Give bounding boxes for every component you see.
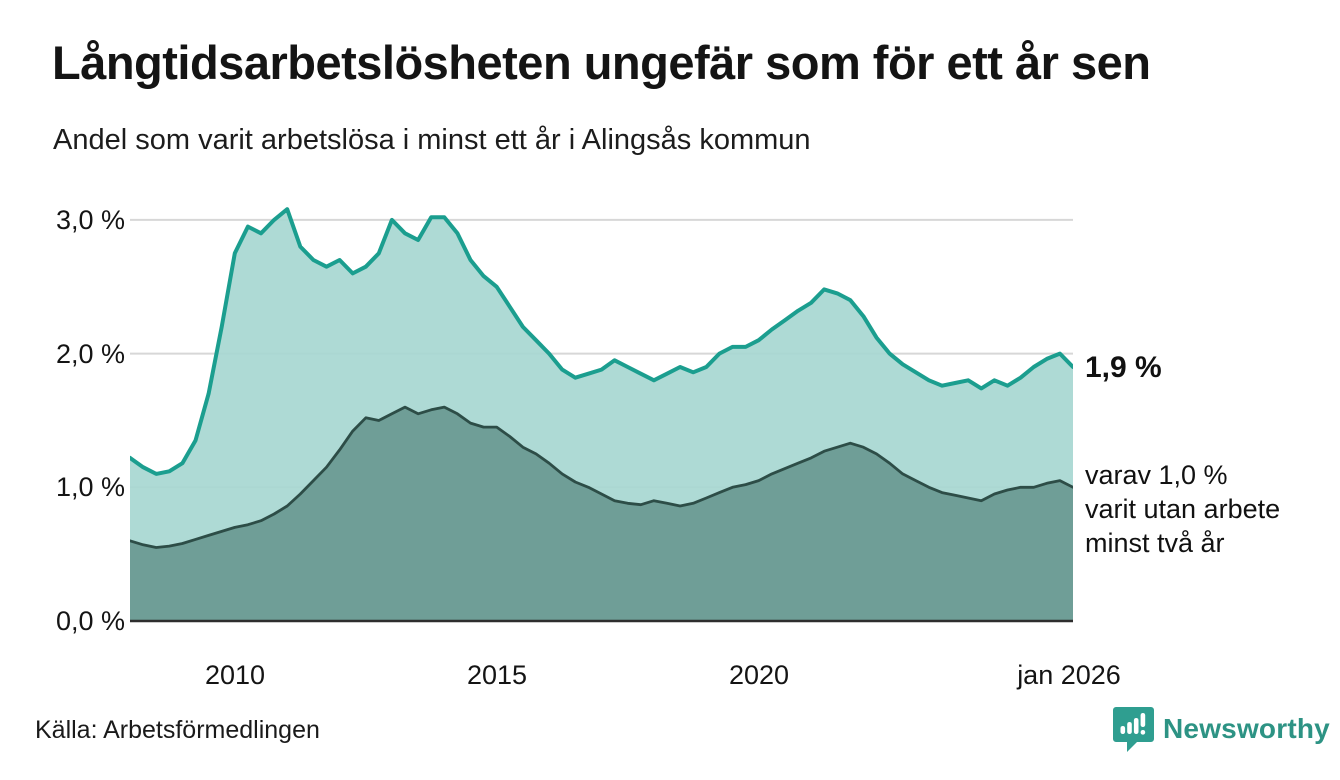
y-tick-2: 2,0 %	[55, 339, 125, 369]
newsworthy-logo[interactable]: Newsworthy	[1113, 703, 1330, 755]
chart-subtitle: Andel som varit arbetslösa i minst ett å…	[53, 124, 811, 156]
line-0	[130, 207, 1073, 476]
secondary-end-label-line1: varav 1,0 %	[1085, 460, 1228, 490]
end-value-label: 1,9 %	[1085, 351, 1162, 384]
secondary-end-label: varav 1,0 % varit utan arbete minst två …	[1085, 458, 1335, 560]
newsworthy-logo-text: Newsworthy	[1163, 713, 1330, 744]
y-tick-3: 3,0 %	[55, 205, 125, 235]
source-label: Källa: Arbetsförmedlingen	[35, 716, 320, 744]
newsworthy-logo-icon	[1113, 706, 1154, 752]
plot-svg	[130, 207, 1073, 623]
area-1	[130, 407, 1073, 621]
line-1	[130, 405, 1073, 549]
x-tick-2010: 2010	[204, 660, 266, 690]
y-tick-0: 0,0 %	[55, 606, 125, 636]
x-tick-2020: 2020	[728, 660, 790, 690]
y-tick-1: 1,0 %	[55, 472, 125, 502]
bar-chart-glyph	[1120, 712, 1146, 735]
x-tick-jan-2026: jan 2026	[1017, 660, 1121, 690]
x-tick-2015: 2015	[466, 660, 528, 690]
secondary-end-label-line3: minst två år	[1085, 528, 1225, 558]
page-title: Långtidsarbetslösheten ungefär som för e…	[52, 36, 1151, 89]
secondary-end-label-line2: varit utan arbete	[1085, 494, 1281, 524]
